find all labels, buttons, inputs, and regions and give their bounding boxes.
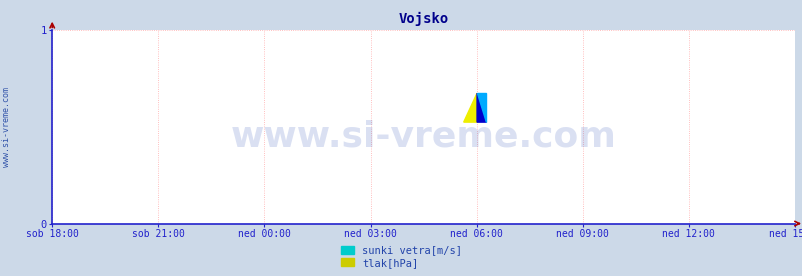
Text: www.si-vreme.com: www.si-vreme.com [2, 87, 11, 167]
Polygon shape [476, 93, 486, 122]
Legend: sunki vetra[m/s], tlak[hPa]: sunki vetra[m/s], tlak[hPa] [338, 242, 464, 271]
Polygon shape [476, 93, 486, 122]
Polygon shape [463, 93, 476, 122]
Title: Vojsko: Vojsko [398, 12, 448, 26]
Text: www.si-vreme.com: www.si-vreme.com [230, 120, 616, 154]
